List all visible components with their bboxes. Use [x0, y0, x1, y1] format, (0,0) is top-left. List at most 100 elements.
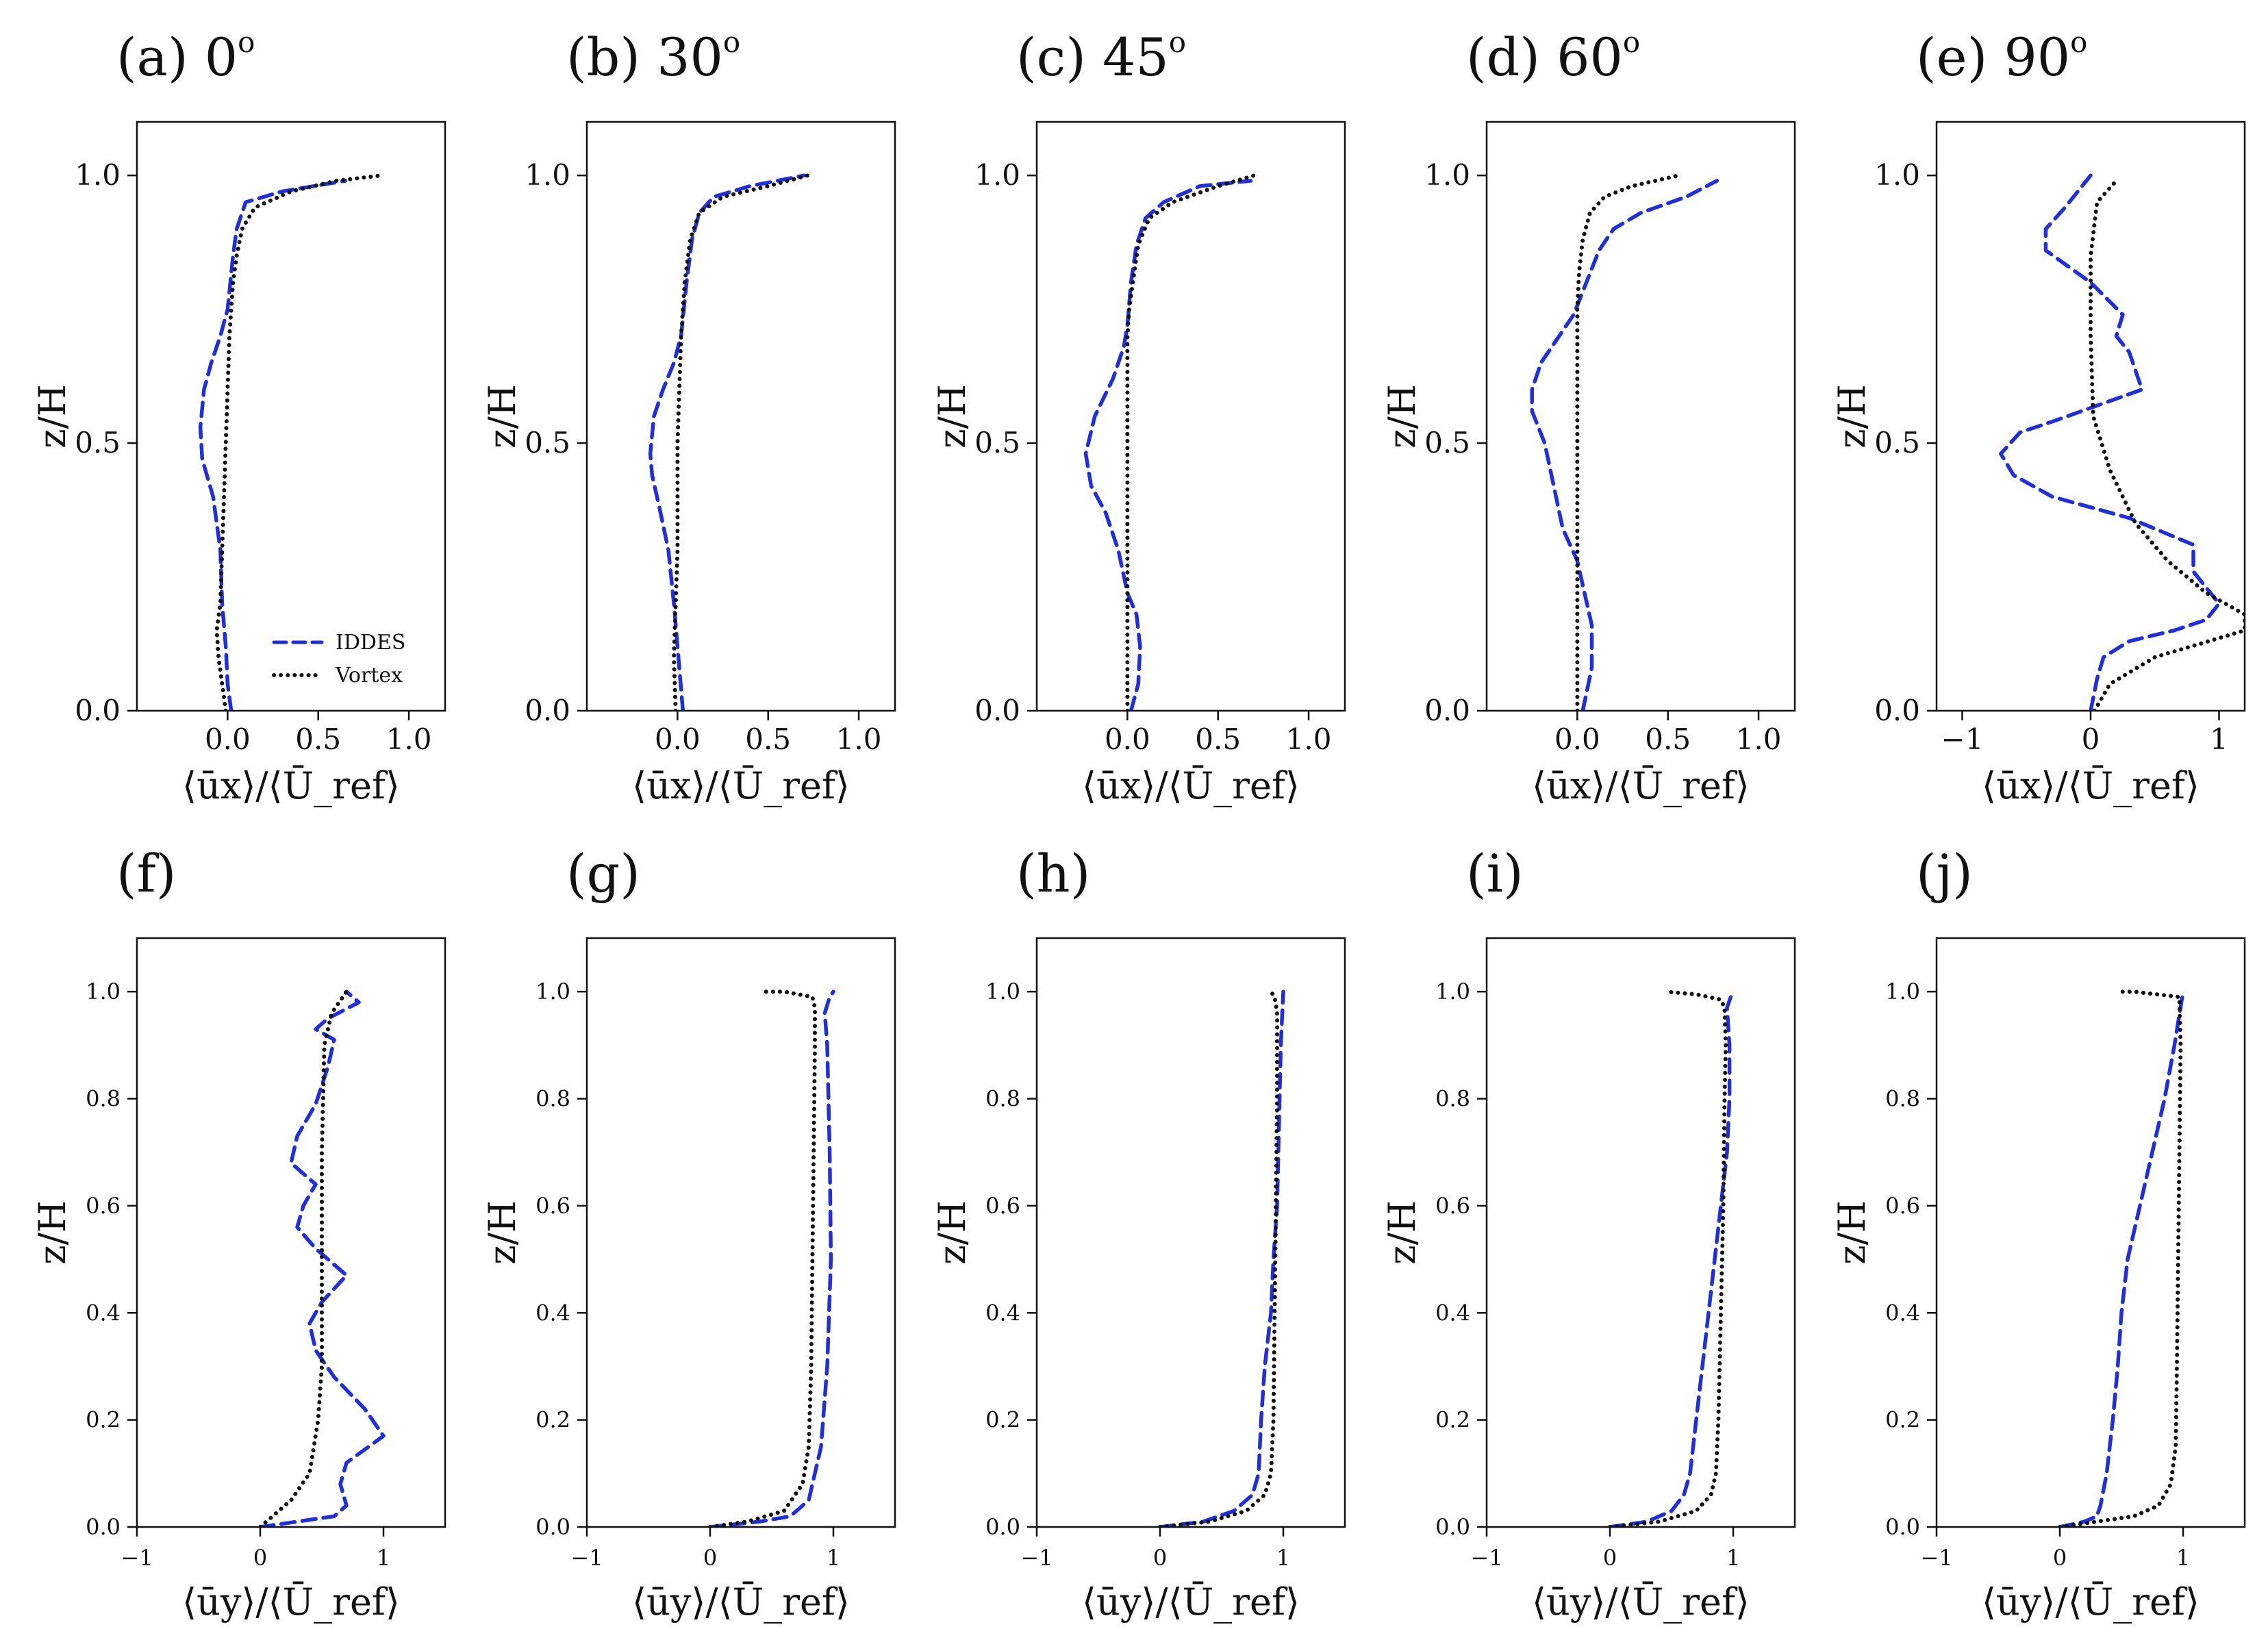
panel-f: (f) −1 0 1 0.0 0.2 0.4 0.6 0.8 1.0 ⟨ūy⟩/⟨Ū_ref⟩ z/H [31, 843, 446, 1624]
x-tick-label: 0 [2082, 722, 2100, 756]
degree-symbol: o [723, 25, 740, 59]
series-group [1083, 173, 1257, 711]
series-line-iddes [2058, 989, 2185, 1527]
degree-symbol: o [2070, 25, 2087, 59]
x-tick-label: 1 [2210, 722, 2228, 756]
x-axis-label: ⟨ūy⟩/⟨Ū_ref⟩ [1082, 1580, 1300, 1624]
series-group [1530, 173, 1719, 711]
y-tick-label: 0.0 [75, 694, 121, 727]
y-tick-label: 0.8 [1435, 1086, 1470, 1112]
panel-c: (c) 45o 0.0 0.5 1.0 0.0 0.5 1.0 ⟨ūx⟩/⟨Ū_ref⟩ z/H [931, 25, 1346, 807]
series-group [1999, 173, 2245, 711]
degree-symbol: o [238, 25, 255, 59]
x-tick-label: 0 [1153, 1545, 1167, 1571]
x-tick-label: 0.0 [1105, 722, 1150, 756]
x-tick-label: 0.5 [1195, 722, 1241, 756]
series-line-iddes [1999, 173, 2221, 711]
y-axis-label: z/H [481, 384, 524, 449]
x-tick-label: −1 [121, 1545, 153, 1571]
panel-a: (a) 0o 0.0 0.5 1.0 0.0 0.5 1.0 ⟨ūx⟩/⟨Ū_ref⟩ z/H I… [31, 25, 446, 807]
plot-frame [1935, 937, 2246, 1528]
y-tick-label: 0.5 [75, 426, 121, 459]
plot-frame [1035, 937, 1346, 1528]
plot-frame [1485, 121, 1796, 712]
series-line-iddes [198, 179, 348, 711]
y-tick-label: 0.4 [1435, 1300, 1470, 1326]
y-tick-label: 0.8 [86, 1086, 121, 1112]
y-tick-label: 0.6 [985, 1193, 1020, 1219]
series-line-iddes [648, 173, 807, 711]
x-tick-label: 0.0 [205, 722, 251, 756]
y-axis-label: z/H [1381, 1200, 1424, 1265]
series-line-iddes [1530, 179, 1719, 711]
y-tick-label: 0.5 [525, 426, 570, 459]
panel-b: (b) 30o 0.0 0.5 1.0 0.0 0.5 1.0 ⟨ūx⟩/⟨Ū_ref⟩ z/H [481, 25, 896, 807]
y-tick-label: 1.0 [75, 158, 121, 192]
y-axis-label: z/H [1830, 1200, 1874, 1265]
y-tick-label: 1.0 [86, 978, 121, 1005]
x-tick-label: −1 [1020, 1545, 1053, 1571]
x-tick-label: 0 [1603, 1545, 1617, 1571]
y-tick-label: 0.8 [536, 1086, 570, 1112]
y-axis-label: z/H [481, 1200, 524, 1265]
y-tick-label: 0.5 [974, 426, 1020, 459]
x-tick-label: 0.5 [745, 722, 791, 756]
series-line-iddes [1608, 995, 1733, 1527]
y-tick-label: 0.2 [1435, 1407, 1470, 1433]
x-tick-label: 0 [2053, 1545, 2067, 1571]
y-tick-label: 0.4 [1885, 1300, 1920, 1326]
panel-title: (d) 60o [1466, 25, 1640, 88]
y-tick-label: 0.0 [86, 1514, 121, 1540]
panel-title: (b) 30o [566, 25, 740, 88]
y-tick-label: 0.5 [1424, 426, 1470, 459]
x-tick-label: 0 [703, 1545, 717, 1571]
x-tick-label: 0.0 [655, 722, 701, 756]
y-tick-label: 0.0 [1424, 694, 1470, 727]
x-tick-label: 1.0 [1286, 722, 1332, 756]
panel-title: (c) 45o [1016, 25, 1186, 88]
x-tick-label: 1 [1726, 1545, 1740, 1571]
y-tick-label: 0.2 [536, 1407, 570, 1433]
series-line-iddes [708, 989, 835, 1527]
panel-title: (j) [1916, 843, 1973, 904]
y-tick-label: 0.5 [1874, 426, 1920, 459]
series-group [258, 989, 386, 1527]
panel-title: (h) [1016, 843, 1090, 904]
panel-title: (f) [116, 843, 176, 904]
panel-title: (i) [1466, 843, 1524, 904]
y-tick-label: 0.0 [974, 694, 1020, 727]
y-tick-label: 1.0 [1424, 158, 1470, 192]
series-line-iddes [258, 989, 386, 1527]
legend-label-iddes: IDDES [336, 631, 405, 655]
series-group [2058, 989, 2185, 1527]
x-tick-label: 0.0 [1554, 722, 1600, 756]
series-line-vortex [1608, 989, 1728, 1527]
y-tick-label: 1.0 [1885, 978, 1920, 1005]
x-axis-label: ⟨ūy⟩/⟨Ū_ref⟩ [1982, 1580, 2200, 1624]
panel-title: (g) [566, 843, 640, 904]
degree-symbol: o [1623, 25, 1640, 59]
y-tick-label: 1.0 [536, 978, 570, 1005]
x-axis-label: ⟨ūy⟩/⟨Ū_ref⟩ [632, 1580, 850, 1624]
y-tick-label: 0.6 [1885, 1193, 1920, 1219]
panel-j: (j) −1 0 1 0.0 0.2 0.4 0.6 0.8 1.0 ⟨ūy⟩/⟨Ū_ref⟩ z/H [1830, 843, 2246, 1624]
y-tick-label: 0.0 [536, 1514, 570, 1540]
panel-title: (a) 0o [116, 25, 255, 88]
series-group [648, 173, 810, 711]
series-group [1608, 989, 1733, 1527]
y-tick-label: 0.8 [985, 1086, 1020, 1112]
x-axis-label: ⟨ūx⟩/⟨Ū_ref⟩ [632, 764, 850, 807]
x-axis-label: ⟨ūx⟩/⟨Ū_ref⟩ [182, 764, 400, 807]
y-axis-label: z/H [1830, 384, 1874, 449]
y-tick-label: 0.6 [1435, 1193, 1470, 1219]
series-line-vortex [672, 173, 810, 711]
y-tick-label: 0.2 [1885, 1407, 1920, 1433]
x-axis-label: ⟨ūx⟩/⟨Ū_ref⟩ [1082, 764, 1300, 807]
legend-label-vortex: Vortex [335, 664, 403, 687]
plot-frame [1485, 937, 1796, 1528]
y-tick-label: 0.0 [1435, 1514, 1470, 1540]
x-tick-label: 1 [827, 1545, 840, 1571]
x-axis-label: ⟨ūx⟩/⟨Ū_ref⟩ [1982, 764, 2200, 807]
y-axis-label: z/H [931, 1200, 974, 1265]
